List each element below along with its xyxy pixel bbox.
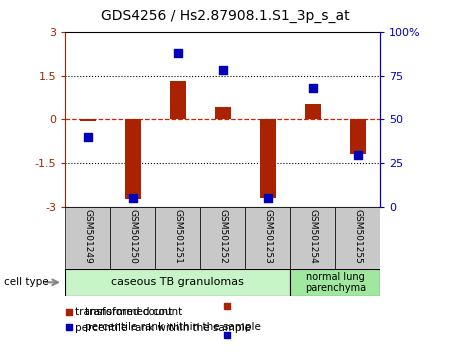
Point bbox=[84, 134, 91, 140]
Bar bbox=[200, 207, 245, 269]
Bar bbox=[170, 81, 185, 120]
Point bbox=[224, 332, 231, 338]
Point bbox=[65, 324, 72, 329]
Text: percentile rank within the sample: percentile rank within the sample bbox=[85, 321, 261, 332]
Bar bbox=[80, 120, 95, 121]
Text: GSM501251: GSM501251 bbox=[173, 209, 182, 264]
Point bbox=[219, 68, 226, 73]
Point bbox=[264, 195, 271, 201]
Bar bbox=[335, 207, 380, 269]
Text: cell type: cell type bbox=[4, 277, 49, 287]
Bar bbox=[260, 120, 275, 198]
Text: normal lung
parenchyma: normal lung parenchyma bbox=[305, 272, 366, 293]
Point bbox=[354, 152, 361, 157]
Bar bbox=[305, 104, 320, 120]
Point bbox=[309, 85, 316, 91]
Bar bbox=[110, 207, 155, 269]
Text: GSM501250: GSM501250 bbox=[128, 209, 137, 264]
Bar bbox=[65, 207, 110, 269]
Bar bbox=[65, 269, 290, 296]
Text: transformed count: transformed count bbox=[76, 307, 173, 318]
Text: GSM501249: GSM501249 bbox=[83, 209, 92, 264]
Text: GSM501254: GSM501254 bbox=[308, 209, 317, 264]
Bar bbox=[125, 120, 140, 199]
Bar bbox=[350, 120, 365, 154]
Point bbox=[129, 195, 136, 201]
Bar bbox=[215, 107, 230, 120]
Text: transformed count: transformed count bbox=[85, 307, 182, 318]
Point bbox=[224, 303, 231, 309]
Point bbox=[174, 50, 181, 56]
Bar bbox=[290, 269, 380, 296]
Text: percentile rank within the sample: percentile rank within the sample bbox=[76, 323, 251, 333]
Text: GSM501255: GSM501255 bbox=[353, 209, 362, 264]
Bar bbox=[155, 207, 200, 269]
Text: caseous TB granulomas: caseous TB granulomas bbox=[111, 277, 244, 287]
Text: GDS4256 / Hs2.87908.1.S1_3p_s_at: GDS4256 / Hs2.87908.1.S1_3p_s_at bbox=[101, 9, 349, 23]
Bar bbox=[290, 207, 335, 269]
Bar bbox=[245, 207, 290, 269]
Text: GSM501253: GSM501253 bbox=[263, 209, 272, 264]
Point bbox=[65, 309, 72, 315]
Text: GSM501252: GSM501252 bbox=[218, 209, 227, 264]
